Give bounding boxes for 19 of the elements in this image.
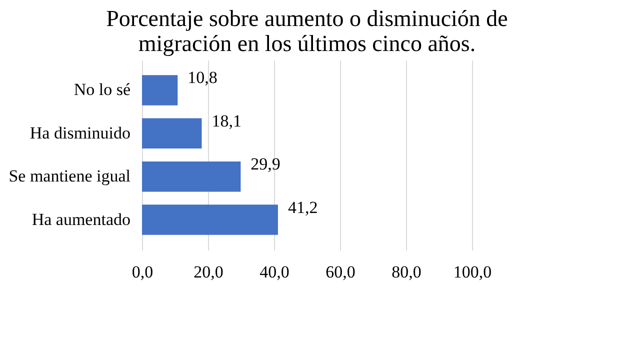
x-tick-label: 60,0 xyxy=(326,262,356,282)
x-tick-label: 0,0 xyxy=(132,262,154,282)
y-tick-label: Ha disminuido xyxy=(30,123,130,142)
chart-title: Porcentaje sobre aumento o disminución de migración en los últimos cinco años. xyxy=(106,6,508,56)
data-label: 10,8 xyxy=(188,68,218,88)
y-tick-label: Ha aumentado xyxy=(32,210,130,229)
x-tick-label: 40,0 xyxy=(260,262,290,282)
bar xyxy=(142,118,202,149)
x-tick-label: 100,0 xyxy=(453,262,492,282)
y-tick-label: No lo sé xyxy=(74,80,130,100)
data-label: 41,2 xyxy=(288,198,318,217)
bar xyxy=(142,204,278,235)
x-tick-label: 20,0 xyxy=(194,262,224,282)
data-label: 18,1 xyxy=(212,111,242,130)
bar xyxy=(142,161,241,192)
y-tick-label: Se mantiene igual xyxy=(8,166,131,186)
data-label: 29,9 xyxy=(250,154,280,174)
bar xyxy=(142,75,178,106)
x-tick-label: 80,0 xyxy=(392,262,422,282)
